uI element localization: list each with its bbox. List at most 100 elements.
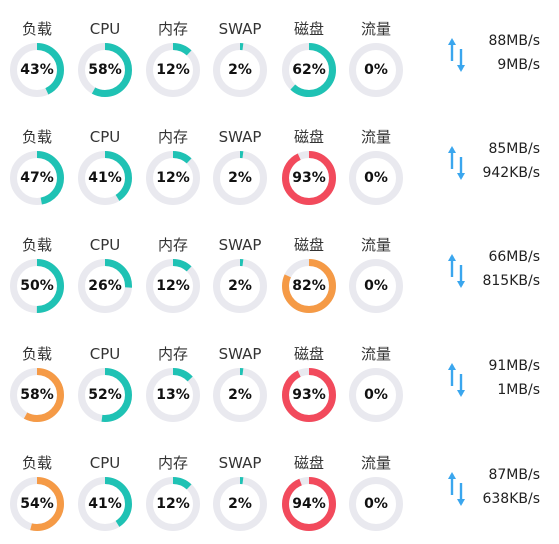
load-gauge-arc — [10, 43, 64, 97]
swap-metric: SWAP 2% — [210, 236, 270, 313]
memory-value: 12% — [156, 496, 190, 512]
memory-gauge-ring — [146, 151, 200, 205]
load-gauge-arc — [10, 368, 64, 422]
traffic-label: 流量 — [360, 236, 391, 254]
traffic-metric: 流量 0% — [346, 345, 406, 422]
swap-gauge-arc — [213, 151, 267, 205]
traffic-gauge-track — [349, 43, 403, 97]
cpu-label: CPU — [89, 20, 121, 38]
swap-gauge: 2% — [213, 368, 267, 422]
download-speed: 638KB/s — [482, 491, 540, 507]
cpu-label: CPU — [89, 345, 121, 363]
cpu-gauge-arc — [78, 477, 132, 531]
up-down-arrows-icon — [448, 254, 465, 288]
memory-gauge: 12% — [146, 151, 200, 205]
memory-label: 内存 — [157, 236, 188, 254]
memory-gauge-arc — [146, 151, 200, 205]
swap-label: SWAP — [218, 454, 262, 472]
disk-metric: 磁盘 93% — [279, 128, 339, 205]
swap-gauge: 2% — [213, 151, 267, 205]
load-metric: 负载 47% — [7, 128, 67, 205]
traffic-gauge-ring — [349, 477, 403, 531]
cpu-gauge-arc — [78, 259, 132, 313]
disk-label: 磁盘 — [293, 128, 324, 146]
swap-value: 2% — [228, 62, 252, 78]
memory-gauge: 12% — [146, 43, 200, 97]
disk-gauge: 93% — [282, 368, 336, 422]
traffic-gauge-track — [349, 259, 403, 313]
disk-gauge-ring — [282, 368, 336, 422]
load-gauge-arc — [10, 477, 64, 531]
swap-gauge-ring — [213, 477, 267, 531]
load-gauge-arc — [10, 151, 64, 205]
swap-gauge: 2% — [213, 259, 267, 313]
memory-metric: 内存 12% — [143, 20, 203, 97]
load-gauge: 58% — [10, 368, 64, 422]
traffic-gauge-track — [349, 368, 403, 422]
swap-gauge-arc — [213, 477, 267, 531]
load-gauge-arc — [10, 259, 64, 313]
network-speed: 85MB/s 942KB/s — [440, 141, 540, 193]
cpu-value: 58% — [88, 62, 122, 78]
memory-label: 内存 — [157, 20, 188, 38]
traffic-gauge: 0% — [349, 151, 403, 205]
memory-metric: 内存 12% — [143, 454, 203, 531]
cpu-metric: CPU 52% — [75, 345, 135, 422]
disk-gauge-arc — [282, 368, 336, 422]
network-speed: 88MB/s 9MB/s — [440, 33, 540, 85]
swap-value: 2% — [228, 387, 252, 403]
disk-gauge: 62% — [282, 43, 336, 97]
memory-metric: 内存 12% — [143, 236, 203, 313]
memory-metric: 内存 13% — [143, 345, 203, 422]
memory-value: 12% — [156, 170, 190, 186]
network-speed: 87MB/s 638KB/s — [440, 467, 540, 519]
disk-metric: 磁盘 93% — [279, 345, 339, 422]
cpu-metric: CPU 41% — [75, 454, 135, 531]
swap-metric: SWAP 2% — [210, 128, 270, 205]
disk-gauge: 82% — [282, 259, 336, 313]
swap-gauge-ring — [213, 151, 267, 205]
disk-gauge-arc — [282, 151, 336, 205]
upload-speed: 87MB/s — [488, 467, 540, 483]
traffic-value: 0% — [364, 496, 388, 512]
disk-metric: 磁盘 82% — [279, 236, 339, 313]
cpu-label: CPU — [89, 128, 121, 146]
traffic-gauge: 0% — [349, 477, 403, 531]
cpu-gauge-ring — [78, 368, 132, 422]
cpu-gauge-ring — [78, 477, 132, 531]
swap-gauge-arc — [213, 368, 267, 422]
memory-value: 12% — [156, 62, 190, 78]
up-down-arrows-icon — [448, 146, 465, 180]
download-speed: 942KB/s — [482, 165, 540, 181]
swap-value: 2% — [228, 278, 252, 294]
disk-gauge-ring — [282, 259, 336, 313]
traffic-metric: 流量 0% — [346, 20, 406, 97]
server-row: 负载 58% CPU 52% 内存 13% SWAP 2% 磁盘 93% 流量 0% 91MB/s 1MB… — [0, 345, 559, 433]
server-row: 负载 50% CPU 26% 内存 12% SWAP 2% 磁盘 82% 流量 0% 66MB/s 815… — [0, 236, 559, 324]
server-row: 负载 47% CPU 41% 内存 12% SWAP 2% 磁盘 93% 流量 0% 85MB/s 942… — [0, 128, 559, 216]
memory-gauge-arc — [146, 43, 200, 97]
up-down-arrows-icon — [448, 472, 465, 506]
swap-gauge-ring — [213, 368, 267, 422]
cpu-metric: CPU 58% — [75, 20, 135, 97]
swap-gauge-ring — [213, 43, 267, 97]
cpu-gauge-arc — [78, 43, 132, 97]
memory-gauge-ring — [146, 477, 200, 531]
cpu-gauge-arc — [78, 368, 132, 422]
load-gauge-ring — [10, 259, 64, 313]
load-label: 负载 — [21, 236, 52, 254]
memory-label: 内存 — [157, 454, 188, 472]
swap-label: SWAP — [218, 20, 262, 38]
traffic-gauge-ring — [349, 151, 403, 205]
disk-value: 93% — [292, 387, 326, 403]
upload-speed: 91MB/s — [488, 358, 540, 374]
load-label: 负载 — [21, 345, 52, 363]
memory-value: 12% — [156, 278, 190, 294]
load-metric: 负载 54% — [7, 454, 67, 531]
disk-metric: 磁盘 62% — [279, 20, 339, 97]
swap-metric: SWAP 2% — [210, 454, 270, 531]
load-value: 50% — [20, 278, 54, 294]
load-metric: 负载 58% — [7, 345, 67, 422]
load-gauge: 43% — [10, 43, 64, 97]
disk-gauge: 93% — [282, 151, 336, 205]
